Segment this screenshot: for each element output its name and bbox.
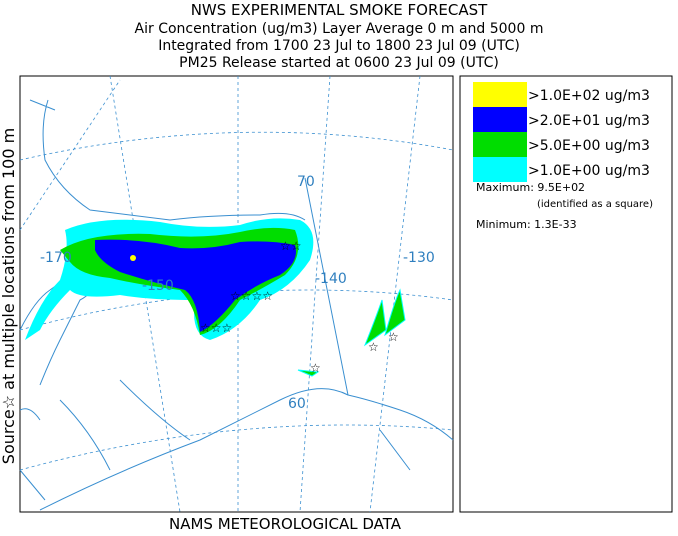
legend-swatch xyxy=(473,157,527,182)
title: NWS EXPERIMENTAL SMOKE FORECAST xyxy=(191,1,488,19)
legend-label: >1.0E+02 ug/m3 xyxy=(528,88,650,104)
stat-min: Minimum: 1.3E-33 xyxy=(476,218,577,231)
footer: NAMS METEOROLOGICAL DATA xyxy=(169,515,402,532)
legend-label: >2.0E+01 ug/m3 xyxy=(528,113,650,129)
source-marker: ☆☆ xyxy=(280,239,302,253)
side-label: Source☆ at multiple locations from 100 m xyxy=(0,128,18,464)
source-marker: ☆ xyxy=(368,340,379,354)
map-label: -150 xyxy=(142,278,174,294)
legend-swatch xyxy=(473,82,527,107)
subtitle: Air Concentration (ug/m3) Layer Average … xyxy=(135,21,544,37)
plume-blue xyxy=(95,239,296,332)
stat-max: Maximum: 9.5E+02 xyxy=(476,181,585,194)
legend-label: >1.0E+00 ug/m3 xyxy=(528,163,650,179)
stat-note: (identified as a square) xyxy=(537,199,653,210)
map-label: 70 xyxy=(297,174,315,190)
map-label: 60 xyxy=(288,396,306,412)
legend-label: >5.0E+00 ug/m3 xyxy=(528,138,650,154)
source-marker: ☆ xyxy=(388,330,399,344)
source-marker: ☆ xyxy=(310,361,321,375)
subtitle: Integrated from 1700 23 Jul to 1800 23 J… xyxy=(158,38,520,54)
source-marker: ☆☆☆ xyxy=(200,321,232,335)
map: ☆ ☆ ☆ ☆☆☆ ☆☆☆☆ ☆☆ 70 -170 -150 -140 -130… xyxy=(19,75,454,513)
map-label: -140 xyxy=(315,271,347,287)
legend-swatch xyxy=(473,132,527,157)
plume-small xyxy=(297,288,406,377)
legend-swatch xyxy=(473,107,527,132)
source-marker: ☆☆☆☆ xyxy=(230,289,273,303)
map-label: -170 xyxy=(40,250,72,266)
plume-yellow xyxy=(130,255,136,261)
map-label: -130 xyxy=(403,250,435,266)
subtitle: PM25 Release started at 0600 23 Jul 09 (… xyxy=(179,55,499,71)
legend: Maximum: 9.5E+02 (identified as a square… xyxy=(459,75,673,513)
